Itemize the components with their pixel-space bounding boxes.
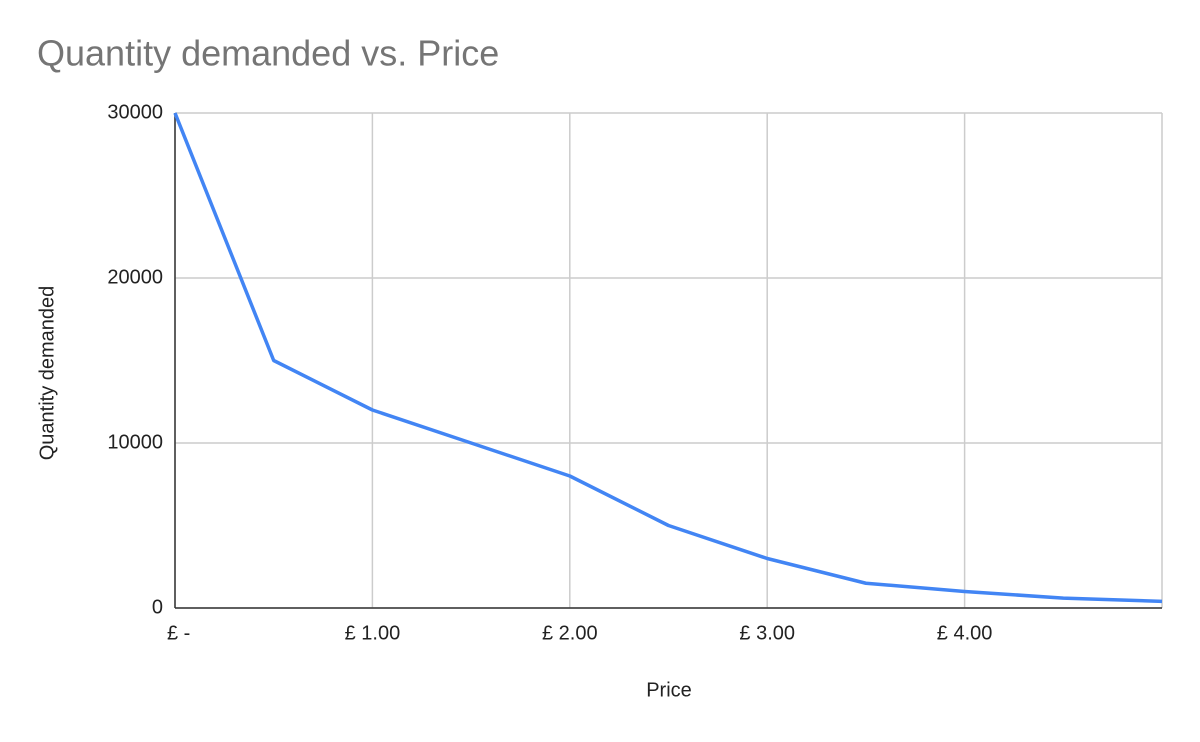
x-tick-label: £ 2.00 <box>542 622 598 644</box>
data-line <box>173 112 1163 604</box>
y-tick-label: 20000 <box>107 266 163 288</box>
x-tick-label: £ 1.00 <box>345 622 401 644</box>
y-axis-label: Quantity demanded <box>36 286 58 461</box>
x-axis-label: Price <box>646 679 692 701</box>
y-tick-label: 10000 <box>107 431 163 453</box>
y-tick-label: 0 <box>152 596 163 618</box>
y-tick-label: 30000 <box>107 101 163 123</box>
x-tick-label: £ 4.00 <box>937 622 993 644</box>
x-tick-label: £ 3.00 <box>739 622 795 644</box>
x-tick-label: £ - <box>167 622 190 644</box>
chart-title: Quantity demanded vs. Price <box>37 33 499 74</box>
